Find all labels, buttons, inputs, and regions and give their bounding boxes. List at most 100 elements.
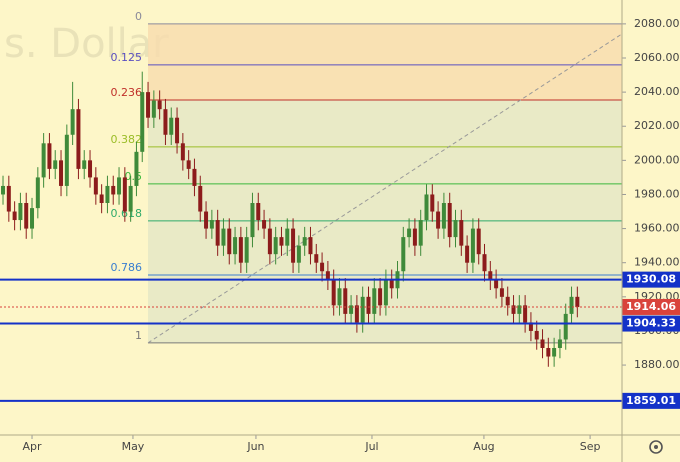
last-price-badge <box>622 298 680 315</box>
candle-body <box>412 228 417 246</box>
candle-body <box>41 143 46 178</box>
fib-zone <box>148 220 622 275</box>
candle-body <box>76 109 81 169</box>
candle-body <box>447 203 452 238</box>
candle-body <box>517 305 522 314</box>
watermark: s. Dollar <box>4 21 169 67</box>
candle-body <box>267 228 272 255</box>
candle-body <box>354 305 359 323</box>
candle-body <box>163 109 168 135</box>
candle-body <box>430 194 435 212</box>
candle-body <box>563 313 568 340</box>
candle-body <box>88 160 93 178</box>
icon[interactable] <box>649 440 663 454</box>
candle-body <box>221 228 226 246</box>
fib-label: 0.236 <box>111 86 143 99</box>
fib-zone <box>148 99 622 147</box>
candle-body <box>453 220 458 238</box>
settings-icon[interactable] <box>649 440 663 454</box>
candle-body <box>30 208 35 229</box>
level-label: 1859.01 <box>626 394 676 407</box>
candle-body <box>256 203 261 221</box>
candle-body <box>227 228 232 255</box>
candle-body <box>273 237 278 255</box>
candle-body <box>424 194 429 221</box>
fib-label: 0.382 <box>111 133 143 146</box>
candle-body <box>6 185 11 212</box>
candle-body <box>209 220 214 229</box>
candle-body <box>505 296 510 306</box>
candle-body <box>175 117 180 144</box>
candle-body <box>499 288 504 297</box>
candle-body <box>111 185 116 195</box>
candle-body <box>465 245 470 263</box>
x-tick-label: May <box>122 440 145 453</box>
candle-body <box>308 237 313 255</box>
candle-body <box>383 279 388 306</box>
candle-body <box>140 92 145 152</box>
candle-body <box>134 151 139 186</box>
fib-label: 0.5 <box>125 170 143 183</box>
candle-body <box>343 288 348 314</box>
candle-body <box>488 271 493 280</box>
candle-body <box>325 271 330 280</box>
y-tick-label: 2040.00 <box>634 85 680 98</box>
icon[interactable] <box>654 445 658 449</box>
candle-body <box>389 279 394 289</box>
candle-body <box>18 203 23 221</box>
candle-body <box>296 245 301 263</box>
candle-body <box>523 305 528 323</box>
candle-body <box>157 100 162 110</box>
level-badge <box>622 315 680 332</box>
candle-body <box>70 109 75 135</box>
candle-body <box>418 220 423 246</box>
candle-body <box>1 185 6 195</box>
candle-body <box>476 228 481 255</box>
candle-body <box>128 185 133 212</box>
candle-body <box>459 220 464 246</box>
level-badge <box>622 392 680 409</box>
y-tick-label: 1980.00 <box>634 187 680 200</box>
y-tick-label: 2080.00 <box>634 17 680 30</box>
fib-zone <box>148 183 622 221</box>
candle-body <box>59 160 64 186</box>
candle-body <box>302 237 307 246</box>
fib-label: 0.618 <box>111 207 143 220</box>
candle-body <box>12 211 17 221</box>
candle-body <box>528 322 533 331</box>
candle-body <box>314 254 319 263</box>
y-tick-label: 1960.00 <box>634 222 680 235</box>
candle-body <box>122 177 127 212</box>
candle-body <box>534 330 539 340</box>
candle-body <box>192 168 197 186</box>
y-tick-label: 2060.00 <box>634 51 680 64</box>
candle-body <box>320 262 325 272</box>
candle-body <box>233 237 238 255</box>
candle-body <box>262 220 267 229</box>
candle-body <box>99 194 104 203</box>
candle-body <box>470 228 475 263</box>
candle-body <box>546 348 551 357</box>
candle-body <box>552 348 557 357</box>
candle-body <box>511 305 516 314</box>
fib-label: 0 <box>135 10 142 23</box>
candle-body <box>494 279 499 289</box>
fib-zone <box>148 64 622 100</box>
fib-label: 0.125 <box>111 51 143 64</box>
candle-body <box>279 237 284 246</box>
fib-label: 1 <box>135 329 142 342</box>
candle-body <box>540 339 545 348</box>
last-price-label: 1914.06 <box>626 300 676 313</box>
candle-body <box>82 160 87 169</box>
candle-body <box>441 203 446 229</box>
candle-body <box>151 100 156 118</box>
candle-body <box>198 185 203 212</box>
candle-body <box>215 220 220 246</box>
candle-body <box>360 296 365 323</box>
y-tick-label: 1940.00 <box>634 256 680 269</box>
candle-body <box>35 177 40 209</box>
candle-body <box>186 160 191 169</box>
trend-line <box>147 33 623 344</box>
candle-body <box>378 288 383 306</box>
